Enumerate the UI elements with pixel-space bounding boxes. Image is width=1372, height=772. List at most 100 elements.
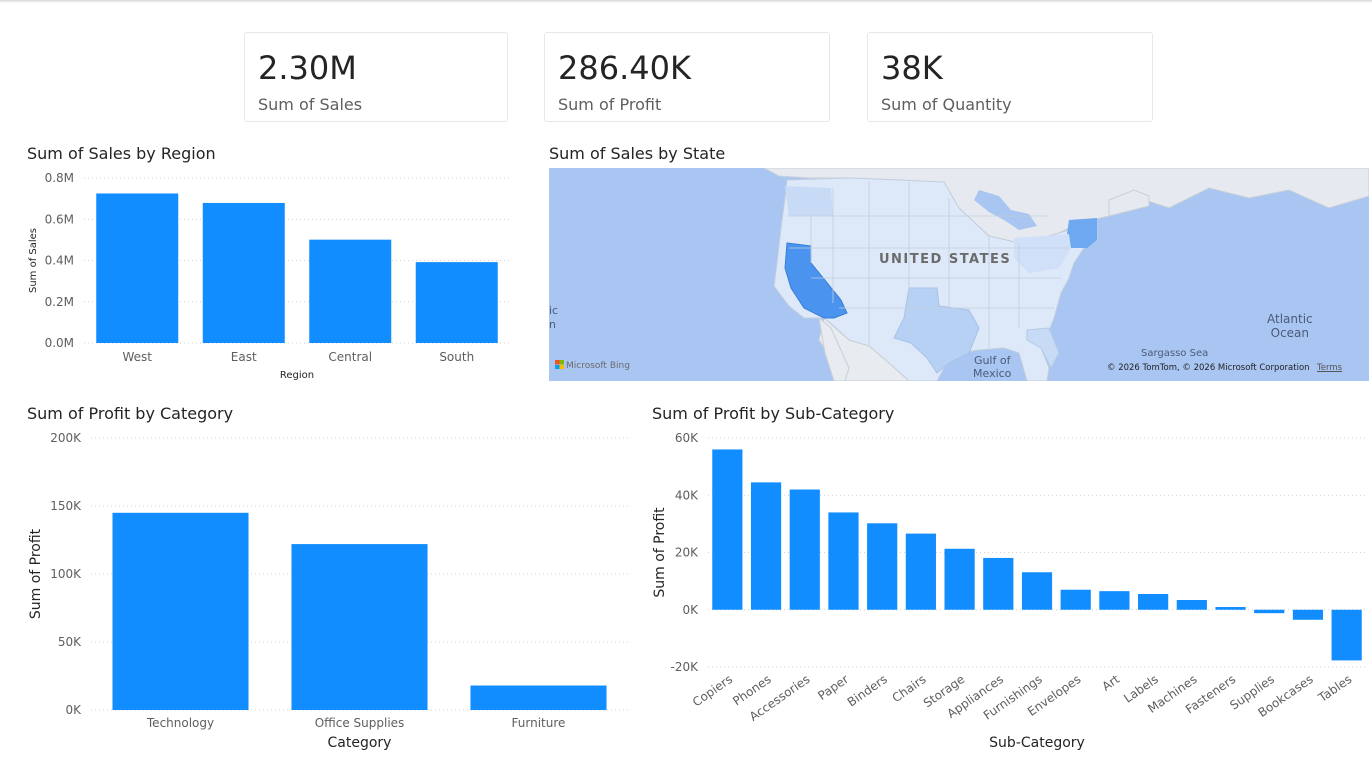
bar	[1176, 600, 1207, 610]
x-axis-title: Category	[328, 735, 392, 751]
baja-landmass	[818, 316, 850, 381]
y-tick-label: 0K	[65, 703, 82, 717]
bar	[1099, 591, 1130, 610]
y-tick-label: 0.8M	[45, 171, 74, 185]
bar	[789, 489, 820, 610]
y-tick-label: 40K	[675, 488, 699, 502]
bar	[983, 557, 1014, 610]
x-tick-label: Central	[328, 350, 372, 364]
x-tick-label: Furniture	[512, 716, 566, 730]
great-lakes	[974, 190, 1037, 230]
map-terms-link[interactable]: Terms	[1317, 363, 1343, 373]
x-tick-label: Art	[1099, 672, 1122, 694]
bar	[1138, 594, 1169, 610]
map-ocean-label: Atlantic Ocean	[1267, 312, 1313, 340]
chart-title-profit-by-category: Sum of Profit by Category	[27, 404, 234, 423]
map-gulf-line2: Mexico	[973, 367, 1012, 380]
map-sargasso-label: Sargasso Sea	[1141, 348, 1209, 359]
y-tick-label: 0.2M	[45, 295, 74, 309]
map-country-label: UNITED STATES	[879, 252, 1012, 267]
x-tick-label: Office Supplies	[315, 716, 405, 730]
east-region	[1014, 234, 1071, 273]
florida-region	[1026, 327, 1060, 370]
x-tick-label: West	[122, 350, 152, 364]
y-axis-title: Sum of Profit	[652, 507, 668, 598]
chart-title-profit-by-subcategory: Sum of Profit by Sub-Category	[652, 404, 895, 423]
chart-profit-by-category[interactable]: 0K 50K 100K 150K 200K Technology Office Suppli…	[0, 425, 640, 770]
y-axis-title: Sum of Profit	[28, 528, 44, 619]
x-tick-label: South	[439, 350, 474, 364]
top-shadow-bar	[0, 0, 1372, 3]
bar	[750, 482, 782, 610]
map-ocean-line2: Ocean	[1270, 326, 1310, 340]
x-axis-title: Sub-Category	[989, 735, 1085, 751]
bar	[202, 202, 285, 343]
x-tick-label: Technology	[146, 716, 214, 730]
bar	[1331, 609, 1362, 661]
kpi-card-sales[interactable]: 2.30M Sum of Sales	[244, 32, 508, 122]
x-axis-title: Region	[280, 370, 314, 381]
y-tick-label: 0.6M	[45, 212, 74, 226]
microsoft-logo-icon	[555, 360, 564, 369]
map-sales-by-state[interactable]: UNITED STATES Gulf of Mexico Atlantic Oc…	[549, 168, 1369, 381]
kpi-label: Sum of Sales	[258, 95, 363, 114]
bar	[1215, 607, 1246, 610]
kpi-card-quantity[interactable]: 38K Sum of Quantity	[867, 32, 1153, 122]
map-edge-line2: n	[549, 318, 556, 331]
map-ocean-line1: Atlantic	[1267, 312, 1313, 326]
bar	[415, 262, 498, 343]
map-canvas	[763, 168, 1369, 381]
bing-logo: Microsoft Bing	[555, 360, 630, 371]
kpi-label: Sum of Quantity	[881, 95, 1012, 114]
bar	[712, 449, 743, 610]
bar	[867, 523, 898, 610]
x-tick-label: Copiers	[690, 672, 735, 709]
kpi-value: 2.30M	[258, 49, 357, 87]
northwest-region	[785, 186, 833, 216]
y-tick-label: 20K	[675, 546, 699, 560]
map-gulf-line1: Gulf of	[973, 354, 1011, 367]
y-tick-label: 100K	[50, 567, 82, 581]
y-tick-label: 150K	[50, 499, 82, 513]
y-tick-label: 200K	[50, 431, 82, 445]
y-tick-label: 60K	[675, 431, 699, 445]
bar	[1254, 609, 1285, 614]
map-edge-line1: ic	[549, 304, 559, 317]
kpi-card-profit[interactable]: 286.40K Sum of Profit	[544, 32, 830, 122]
bar	[470, 685, 607, 710]
state-grid	[787, 182, 1069, 348]
bar	[112, 512, 249, 710]
y-tick-label: 0.4M	[45, 254, 74, 268]
maritimes-landmass	[1108, 189, 1150, 217]
bar	[291, 544, 428, 710]
map-title: Sum of Sales by State	[549, 144, 726, 163]
kpi-value: 286.40K	[558, 49, 691, 87]
bar	[1292, 609, 1324, 620]
chart-title-sales-by-region: Sum of Sales by Region	[27, 144, 216, 163]
y-tick-label: 0.0M	[45, 336, 74, 350]
bar	[828, 512, 859, 610]
map-gulf-label: Gulf of Mexico	[973, 354, 1011, 380]
kpi-label: Sum of Profit	[558, 95, 662, 114]
y-tick-label: 0K	[682, 603, 699, 617]
texas-region	[893, 287, 980, 374]
bar	[96, 193, 179, 343]
y-tick-label: -20K	[671, 660, 700, 674]
y-axis-title: Sum of Sales	[28, 228, 39, 293]
bing-logo-text: Microsoft Bing	[566, 361, 630, 371]
map-attribution: © 2026 TomTom, © 2026 Microsoft Corporat…	[1107, 363, 1310, 373]
y-tick-label: 50K	[58, 635, 82, 649]
bar	[905, 533, 936, 610]
x-tick-label: Tables	[1315, 672, 1354, 705]
bar	[309, 239, 392, 343]
chart-sales-by-region[interactable]: 0.0M 0.2M 0.4M 0.6M 0.8M West East Central South…	[0, 165, 545, 390]
newyork-region	[1067, 218, 1097, 248]
bar	[1021, 572, 1053, 610]
bar	[1060, 589, 1091, 610]
kpi-value: 38K	[881, 49, 943, 87]
map-edge-label: ic n	[549, 304, 558, 332]
bar	[944, 548, 975, 610]
x-tick-label: East	[231, 350, 257, 364]
x-tick-label: Binders	[845, 672, 890, 709]
